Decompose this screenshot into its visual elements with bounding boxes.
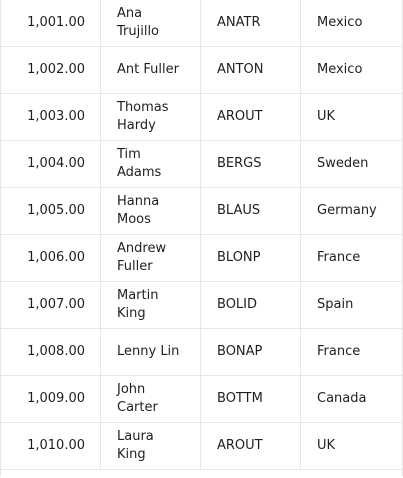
id-text: 1,001.00 (27, 15, 85, 30)
code-text: BOTTM (217, 391, 263, 406)
country-text: UK (317, 109, 336, 124)
code-text: ANATR (217, 15, 261, 30)
name-text: Andrew Fuller (117, 241, 167, 274)
table-row[interactable]: 1,005.00 Hanna Moos BLAUS Germany (1, 188, 402, 235)
table-row[interactable]: 1,003.00 Thomas Hardy AROUT UK (1, 94, 402, 141)
id-text: 1,004.00 (27, 156, 85, 171)
country-text: Sweden (317, 156, 369, 171)
table-row[interactable]: 1,007.00 Martin King BOLID Spain (1, 282, 402, 329)
code-cell[interactable]: AROUT (201, 423, 301, 469)
table-row[interactable]: 1,001.00 Ana Trujillo ANATR Mexico (1, 0, 402, 47)
id-cell[interactable]: 1,002.00 (1, 47, 101, 93)
country-cell[interactable]: Germany (301, 188, 402, 234)
id-text: 1,009.00 (27, 391, 85, 406)
code-text: BLAUS (217, 203, 261, 218)
table-row[interactable]: 1,002.00 Ant Fuller ANTON Mexico (1, 47, 402, 94)
name-text: John Carter (117, 382, 158, 415)
name-cell[interactable]: Martin King (101, 282, 201, 328)
id-text: 1,003.00 (27, 109, 85, 124)
id-cell[interactable]: 1,007.00 (1, 282, 101, 328)
code-cell[interactable]: BLAUS (201, 188, 301, 234)
country-text: Mexico (317, 62, 363, 77)
country-cell[interactable]: Canada (301, 376, 402, 422)
name-cell[interactable]: John Carter (101, 376, 201, 422)
country-cell[interactable]: France (301, 235, 402, 281)
code-text: AROUT (217, 109, 263, 124)
code-cell[interactable]: ANTON (201, 47, 301, 93)
country-cell[interactable]: France (301, 329, 402, 375)
country-cell[interactable]: Mexico (301, 47, 402, 93)
id-cell[interactable]: 1,008.00 (1, 329, 101, 375)
country-cell[interactable]: Mexico (301, 0, 402, 46)
id-text: 1,005.00 (27, 203, 85, 218)
id-text: 1,008.00 (27, 344, 85, 359)
id-text: 1,006.00 (27, 250, 85, 265)
country-cell[interactable]: UK (301, 94, 402, 140)
code-cell[interactable]: BERGS (201, 141, 301, 187)
name-cell[interactable]: Laura King (101, 423, 201, 469)
code-text: BONAP (217, 344, 263, 359)
code-cell[interactable]: BONAP (201, 329, 301, 375)
name-cell[interactable]: Andrew Fuller (101, 235, 201, 281)
code-text: BLONP (217, 250, 261, 265)
country-text: Canada (317, 391, 367, 406)
code-text: BERGS (217, 156, 262, 171)
id-cell[interactable]: 1,001.00 (1, 0, 101, 46)
code-text: ANTON (217, 62, 264, 77)
name-cell[interactable]: Tim Adams (101, 141, 201, 187)
table-row[interactable]: 1,006.00 Andrew Fuller BLONP France (1, 235, 402, 282)
code-cell[interactable]: BOLID (201, 282, 301, 328)
id-cell[interactable]: 1,005.00 (1, 188, 101, 234)
country-text: Mexico (317, 15, 363, 30)
table-row[interactable]: 1,010.00 Laura King AROUT UK (1, 423, 402, 470)
name-cell[interactable]: Lenny Lin (101, 329, 201, 375)
id-cell[interactable]: 1,009.00 (1, 376, 101, 422)
name-text: Ana Trujillo (117, 6, 160, 39)
code-cell[interactable]: ANATR (201, 0, 301, 46)
table-row[interactable]: 1,009.00 John Carter BOTTM Canada (1, 376, 402, 423)
code-text: BOLID (217, 297, 258, 312)
country-cell[interactable]: Sweden (301, 141, 402, 187)
table-row[interactable]: 1,008.00 Lenny Lin BONAP France (1, 329, 402, 376)
id-text: 1,002.00 (27, 62, 85, 77)
id-cell[interactable]: 1,006.00 (1, 235, 101, 281)
name-text: Martin King (117, 288, 159, 321)
id-text: 1,007.00 (27, 297, 85, 312)
code-cell[interactable]: AROUT (201, 94, 301, 140)
country-text: Germany (317, 203, 377, 218)
name-text: Lenny Lin (117, 344, 180, 359)
name-text: Hanna Moos (117, 194, 160, 227)
country-text: UK (317, 438, 336, 453)
name-text: Thomas Hardy (117, 100, 169, 133)
country-cell[interactable]: Spain (301, 282, 402, 328)
id-text: 1,010.00 (27, 438, 85, 453)
country-cell[interactable]: UK (301, 423, 402, 469)
id-cell[interactable]: 1,004.00 (1, 141, 101, 187)
code-cell[interactable]: BLONP (201, 235, 301, 281)
table-row[interactable]: 1,004.00 Tim Adams BERGS Sweden (1, 141, 402, 188)
name-cell[interactable]: Ana Trujillo (101, 0, 201, 46)
name-text: Ant Fuller (117, 62, 179, 77)
name-cell[interactable]: Hanna Moos (101, 188, 201, 234)
name-cell[interactable]: Thomas Hardy (101, 94, 201, 140)
country-text: Spain (317, 297, 354, 312)
code-text: AROUT (217, 438, 263, 453)
name-cell[interactable]: Ant Fuller (101, 47, 201, 93)
name-text: Tim Adams (117, 147, 162, 180)
country-text: France (317, 344, 361, 359)
id-cell[interactable]: 1,003.00 (1, 94, 101, 140)
country-text: France (317, 250, 361, 265)
code-cell[interactable]: BOTTM (201, 376, 301, 422)
name-text: Laura King (117, 429, 154, 462)
id-cell[interactable]: 1,010.00 (1, 423, 101, 469)
